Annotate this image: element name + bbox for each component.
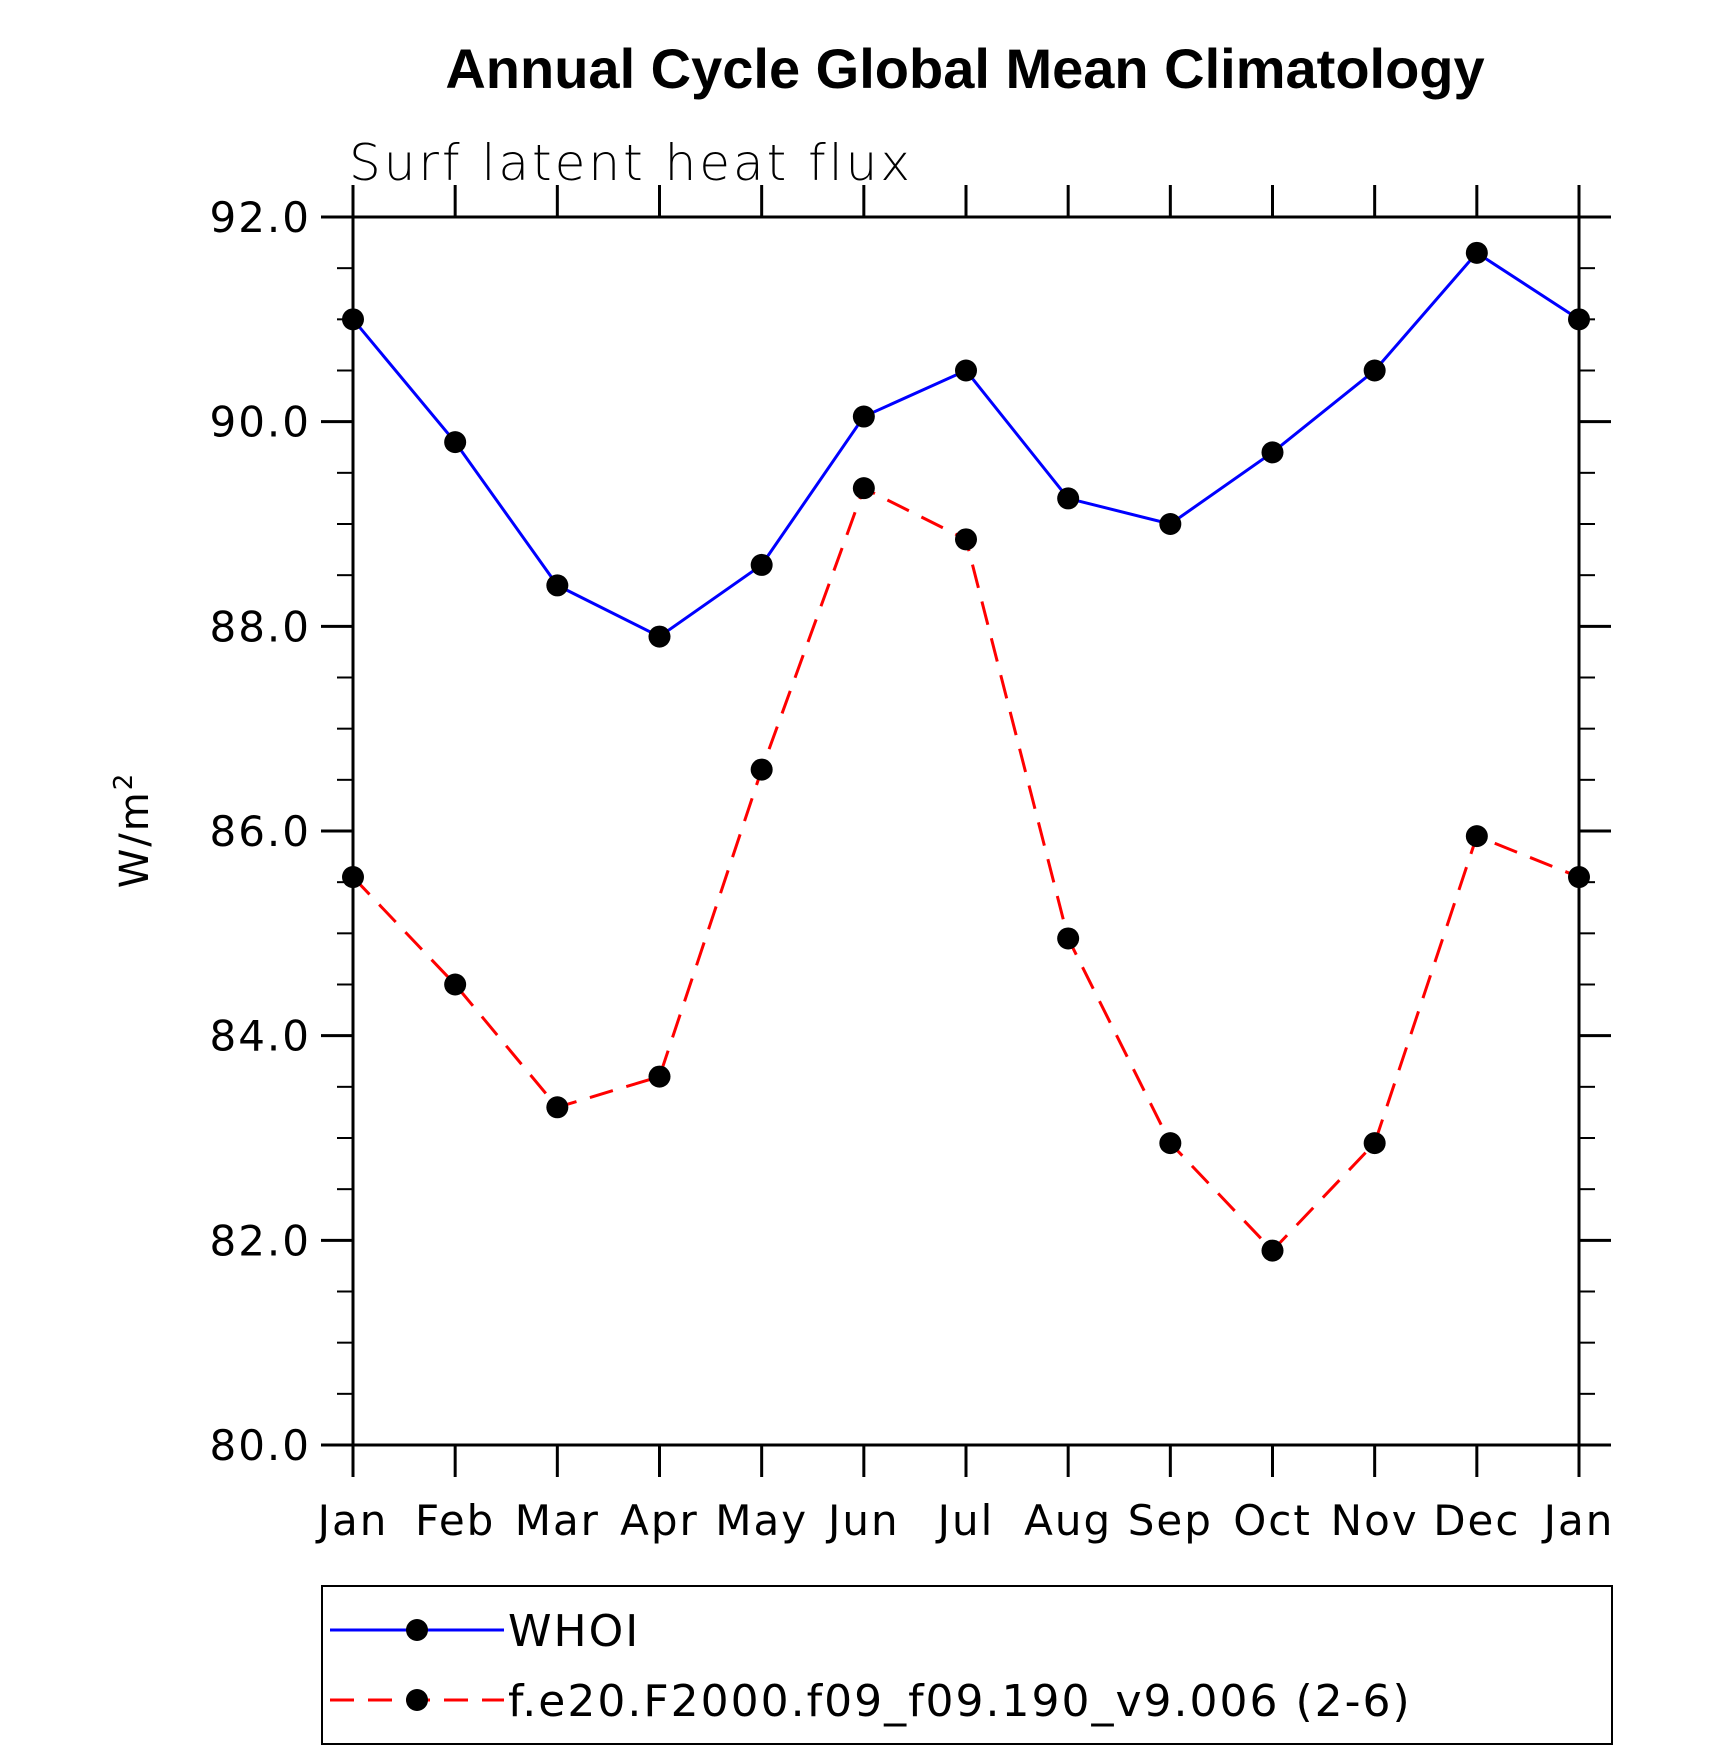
axis-ticks [321,185,1611,1477]
x-tick-label: Nov [1331,1496,1419,1545]
data-point-1 [1465,825,1488,848]
legend-label-0: WHOI [508,1606,640,1657]
data-point-1 [955,528,977,551]
data-point-1 [444,973,467,996]
x-tick-label: Jan [1541,1496,1615,1545]
data-point-0 [342,308,364,331]
plot-frame [351,215,1581,1447]
data-point-1 [342,866,364,889]
data-point-0 [852,405,875,428]
x-tick-label: Sep [1128,1496,1213,1545]
y-tick-label: 90.0 [209,398,311,447]
data-point-0 [750,553,773,576]
chart-title: Annual Cycle Global Mean Climatology [445,37,1484,100]
data-point-0 [444,431,467,454]
data-point-0 [1261,441,1284,464]
data-point-0 [648,625,671,648]
x-tick-label: Oct [1233,1496,1312,1545]
data-point-1 [1261,1239,1284,1262]
y-tick-labels: 80.0 82.0 84.0 86.0 88.0 90.0 92.0 [209,193,311,1470]
data-point-1 [1057,927,1080,950]
data-point-0 [955,359,977,382]
data-point-0 [1159,513,1182,535]
data-point-0 [1057,487,1080,510]
y-tick-label: 92.0 [209,193,311,242]
data-point-0 [1465,241,1488,264]
legend: WHOI f.e20.F2000.f09_f09.190_v9.006 (2-6) [330,1606,1412,1727]
data-point-1 [1159,1132,1182,1155]
x-tick-label: Apr [620,1496,699,1545]
legend-box [321,1585,1613,1745]
data-point-1 [1568,866,1590,889]
x-tick-label: Jun [825,1496,900,1545]
y-axis-label-sup: 2 [109,772,139,791]
series-line-0 [351,250,1580,639]
x-tick-label: Mar [515,1496,600,1545]
x-tick-label: Jul [935,1496,995,1545]
x-tick-label: May [715,1496,808,1545]
x-tick-labels: Jan Feb Mar Apr May Jun Jul Aug Sep Oct Nov Dec Jan [315,1496,1615,1545]
data-point-0 [546,574,569,597]
series-line-1 [351,486,1580,1253]
data-point-1 [1363,1132,1386,1155]
data-point-0 [1363,359,1386,382]
data-point-1 [546,1096,569,1119]
x-tick-label: Feb [415,1496,495,1545]
data-point-1 [750,758,773,781]
y-tick-label: 82.0 [209,1216,311,1265]
y-axis-label: W/m2 [109,772,158,889]
data-point-1 [852,477,875,500]
legend-label-1: f.e20.F2000.f09_f09.190_v9.006 (2-6) [508,1676,1412,1727]
legend-marker-1 [406,1689,428,1711]
y-tick-label: 80.0 [209,1421,311,1470]
data-point-1 [648,1065,671,1088]
data-point-0 [1568,308,1590,331]
x-tick-label: Jan [315,1496,389,1545]
x-tick-label: Aug [1024,1496,1112,1545]
chart-subtitle: Surf latent heat flux [349,134,913,192]
y-tick-label: 86.0 [209,807,311,856]
y-tick-label: 88.0 [209,602,311,651]
y-axis-label-main: W/m [112,790,158,888]
legend-marker-0 [406,1619,428,1641]
series-layer [342,241,1590,1262]
x-tick-label: Dec [1433,1496,1520,1545]
y-tick-label: 84.0 [209,1012,311,1061]
